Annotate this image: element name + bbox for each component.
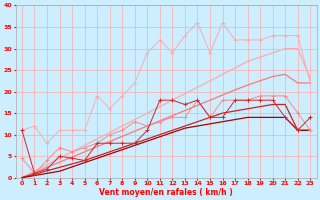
X-axis label: Vent moyen/en rafales ( km/h ): Vent moyen/en rafales ( km/h ) (99, 188, 233, 197)
